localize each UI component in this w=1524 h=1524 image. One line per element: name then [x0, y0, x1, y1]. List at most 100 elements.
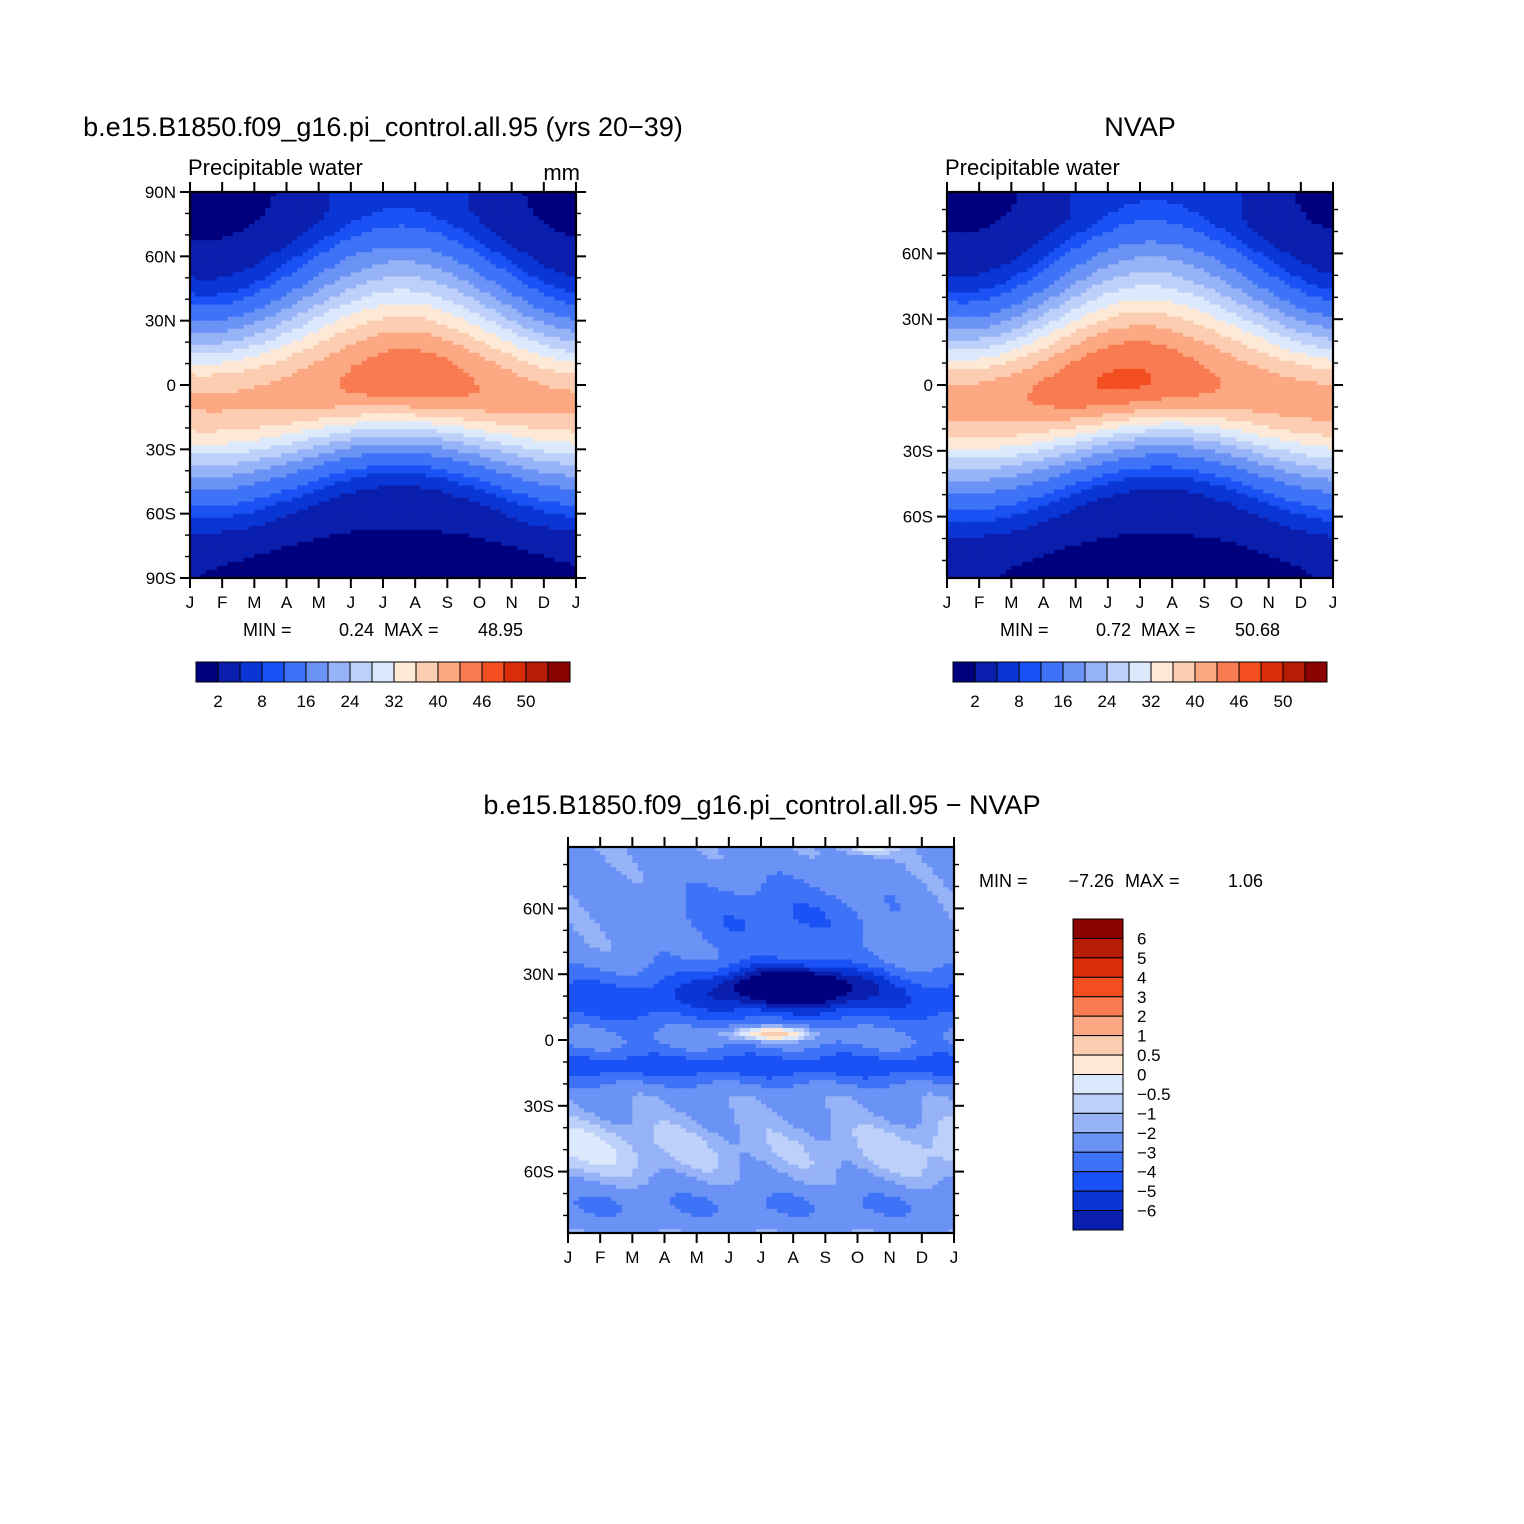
model-field-cell — [372, 453, 379, 458]
model-field-cell — [554, 449, 561, 454]
model-field-cell — [318, 196, 325, 201]
model-field-cell — [345, 389, 352, 394]
model-field-cell — [286, 340, 293, 346]
model-field-cell — [500, 220, 507, 225]
model-field-cell — [452, 453, 459, 458]
model-field-cell — [318, 284, 325, 290]
model-field-cell — [297, 288, 304, 294]
model-field-cell — [404, 425, 411, 430]
model-field-cell — [297, 344, 304, 350]
model-field-cell — [506, 429, 513, 434]
model-field-cell — [206, 417, 213, 422]
model-field-cell — [195, 457, 202, 462]
model-field-cell — [329, 232, 336, 237]
model-field-cell — [334, 320, 341, 326]
model-field-cell — [565, 348, 572, 354]
model-field-cell — [297, 328, 304, 334]
model-field-cell — [200, 421, 207, 426]
model-field-cell — [543, 192, 550, 197]
model-field-cell — [399, 421, 406, 426]
model-field-cell — [190, 449, 196, 454]
model-field-cell — [372, 316, 379, 322]
model-field-cell — [533, 352, 540, 358]
model-field-cell — [500, 449, 507, 454]
model-field-cell — [248, 393, 255, 398]
model-field-cell — [248, 429, 255, 434]
model-field-cell — [216, 437, 223, 442]
model-field-cell — [517, 360, 523, 366]
model-field-cell — [527, 232, 534, 237]
model-field-cell — [474, 236, 481, 241]
model-field-cell — [232, 372, 239, 378]
model-field-cell — [350, 204, 357, 209]
model-field-cell — [431, 312, 438, 318]
model-field-cell — [511, 389, 518, 394]
model-field-cell — [383, 304, 389, 310]
model-field-cell — [404, 417, 411, 422]
model-field-cell — [227, 272, 234, 278]
model-field-cell — [549, 421, 556, 426]
model-field-cell — [452, 256, 459, 261]
model-field-cell — [538, 372, 545, 378]
model-field-cell — [248, 425, 255, 430]
model-field-cell — [393, 276, 400, 282]
model-field-cell — [431, 328, 438, 334]
model-field-cell — [490, 376, 497, 382]
model-field-cell — [377, 409, 384, 414]
model-field-cell — [318, 437, 325, 442]
model-field-cell — [334, 401, 341, 406]
model-field-cell — [527, 385, 534, 390]
model-field-cell — [334, 252, 341, 257]
model-field-cell — [533, 380, 540, 386]
model-field-cell — [468, 461, 475, 467]
model-field-cell — [372, 385, 379, 390]
model-field-cell — [468, 200, 475, 205]
model-field-cell — [206, 224, 213, 229]
model-field-cell — [324, 232, 330, 237]
model-field-cell — [200, 292, 207, 298]
model-field-cell — [372, 409, 379, 414]
model-field-cell — [356, 385, 363, 390]
model-field-cell — [286, 284, 293, 290]
model-field-cell — [468, 196, 475, 201]
model-field-cell — [334, 360, 341, 366]
model-field-cell — [511, 320, 518, 326]
model-field-cell — [511, 457, 518, 462]
model-field-cell — [388, 372, 395, 378]
model-field-cell — [543, 204, 550, 209]
model-field-cell — [468, 376, 475, 382]
model-field-cell — [302, 425, 309, 430]
model-field-cell — [404, 445, 411, 450]
model-field-cell — [334, 356, 341, 362]
model-field-cell — [533, 409, 540, 414]
model-field-cell — [286, 401, 293, 406]
model-field-cell — [265, 397, 272, 402]
model-field-cell — [431, 260, 438, 265]
model-field-cell — [533, 248, 540, 253]
model-field-cell — [286, 320, 293, 326]
model-field-cell — [570, 368, 577, 374]
model-field-cell — [458, 453, 465, 458]
model-field-cell — [409, 212, 416, 217]
model-field-cell — [259, 284, 266, 290]
model-field-cell — [291, 280, 298, 286]
model-field-cell — [404, 216, 411, 221]
model-field-cell — [281, 208, 288, 213]
model-field-cell — [307, 352, 314, 358]
model-field-cell — [436, 360, 443, 366]
model-field-cell — [259, 236, 266, 241]
model-field-cell — [447, 224, 454, 229]
model-field-cell — [307, 260, 314, 265]
model-field-cell — [399, 332, 406, 338]
model-field-cell — [324, 268, 330, 274]
model-field-cell — [549, 364, 556, 370]
model-field-cell — [383, 308, 389, 314]
model-field-cell — [559, 192, 566, 197]
model-field-cell — [372, 268, 379, 274]
model-field-cell — [275, 405, 282, 410]
model-field-cell — [565, 316, 572, 322]
model-field-cell — [554, 453, 561, 458]
model-field-cell — [372, 352, 379, 358]
model-field-cell — [313, 433, 320, 438]
model-field-cell — [474, 453, 481, 458]
